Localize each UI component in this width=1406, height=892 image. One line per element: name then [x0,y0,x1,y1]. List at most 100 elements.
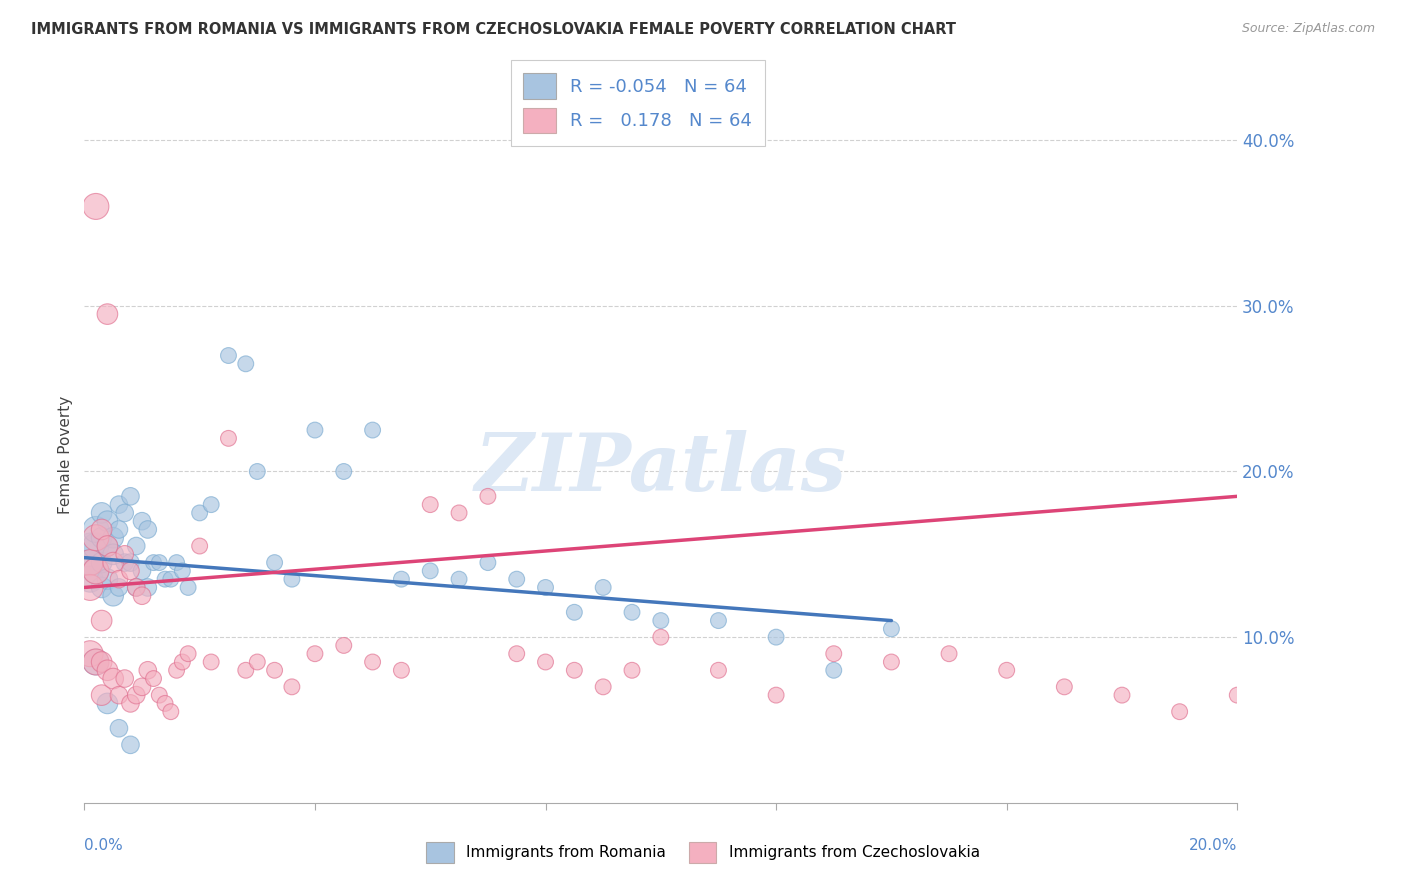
Text: ZIPatlas: ZIPatlas [475,430,846,508]
Point [131,589,153,603]
Legend: R = -0.054   N = 64, R =   0.178   N = 64: R = -0.054 N = 64, R = 0.178 N = 64 [510,61,765,145]
Point [200,498,222,512]
Point [235,663,257,677]
Point [592,680,614,694]
Point [79,647,101,661]
Point [96,697,118,711]
Point [765,688,787,702]
Point [136,581,159,595]
Point [218,431,240,445]
Point [142,672,165,686]
Point [188,506,211,520]
Point [96,539,118,553]
Point [304,423,326,437]
Point [419,564,441,578]
Point [84,539,107,553]
Point [90,531,112,545]
Point [621,605,644,619]
Point [823,663,845,677]
Point [177,647,200,661]
Point [564,663,586,677]
Point [263,663,285,677]
Point [506,647,529,661]
Point [177,581,200,595]
Point [108,498,131,512]
Point [96,307,118,321]
Point [621,663,644,677]
Point [938,647,960,661]
Point [160,705,183,719]
Point [125,581,148,595]
Point [419,498,441,512]
Point [103,672,124,686]
Point [103,547,124,561]
Point [90,506,112,520]
Text: Source: ZipAtlas.com: Source: ZipAtlas.com [1241,22,1375,36]
Point [477,556,499,570]
Legend: Immigrants from Romania, Immigrants from Czechoslovakia: Immigrants from Romania, Immigrants from… [419,834,987,871]
Point [84,564,107,578]
Point [90,581,112,595]
Point [96,514,118,528]
Point [84,655,107,669]
Point [84,523,107,537]
Point [108,688,131,702]
Point [188,539,211,553]
Point [166,663,188,677]
Point [650,614,672,628]
Point [96,572,118,586]
Point [103,556,124,570]
Point [650,630,672,644]
Point [1168,705,1191,719]
Point [246,655,269,669]
Point [153,572,176,586]
Point [361,423,384,437]
Point [103,531,124,545]
Point [707,614,730,628]
Point [142,556,165,570]
Point [449,506,471,520]
Point [79,581,101,595]
Point [90,614,112,628]
Point [1226,688,1249,702]
Point [477,489,499,503]
Point [90,556,112,570]
Point [131,564,153,578]
Point [153,697,176,711]
Point [96,663,118,677]
Point [84,199,107,213]
Point [90,688,112,702]
Point [333,465,356,479]
Point [880,622,903,636]
Point [114,672,136,686]
Point [361,655,384,669]
Text: 20.0%: 20.0% [1189,838,1237,853]
Point [125,581,148,595]
Point [391,663,413,677]
Point [200,655,222,669]
Point [765,630,787,644]
Point [136,663,159,677]
Point [218,349,240,363]
Point [79,556,101,570]
Point [96,539,118,553]
Point [281,572,304,586]
Point [120,738,142,752]
Point [304,647,326,661]
Point [120,489,142,503]
Point [125,688,148,702]
Point [172,564,194,578]
Point [333,639,356,653]
Point [263,556,285,570]
Point [281,680,304,694]
Point [995,663,1018,677]
Point [120,556,142,570]
Point [534,581,557,595]
Point [506,572,529,586]
Point [136,523,159,537]
Point [84,531,107,545]
Point [79,556,101,570]
Point [108,721,131,735]
Point [120,697,142,711]
Point [90,655,112,669]
